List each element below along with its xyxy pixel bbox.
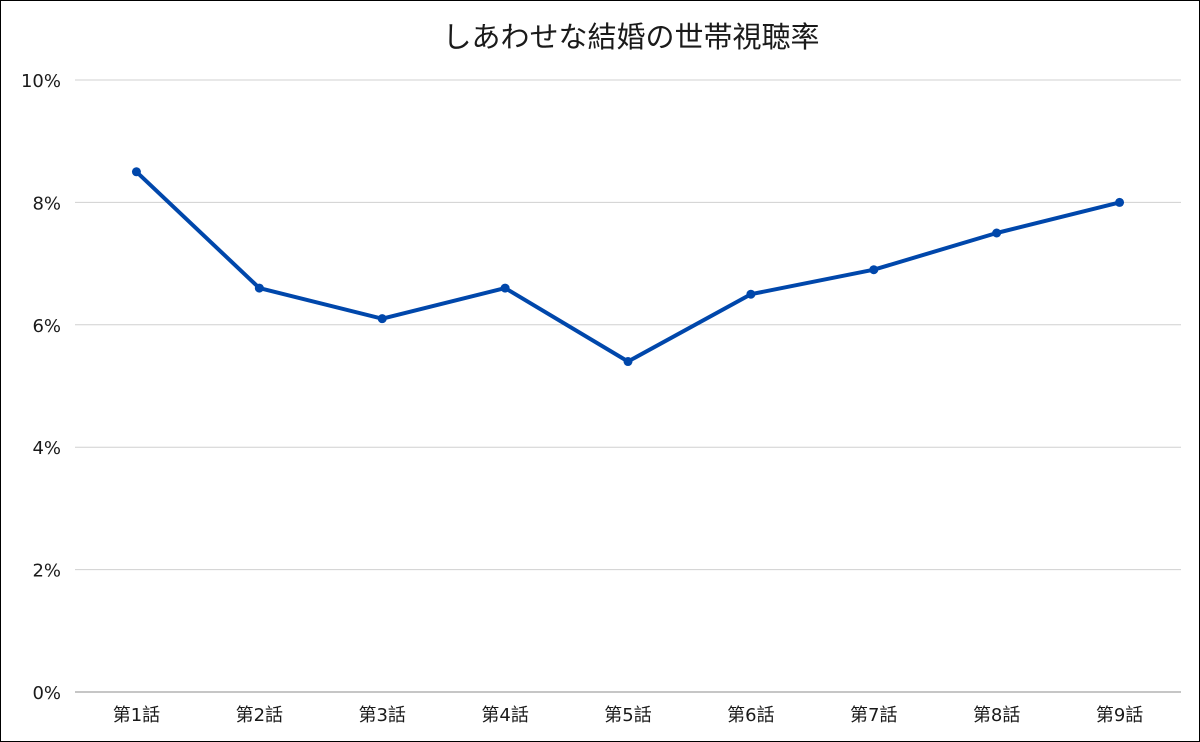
x-tick-label: 第4話	[481, 705, 528, 726]
y-tick-label: 10%	[21, 71, 61, 92]
x-tick-label: 第5話	[604, 705, 651, 726]
x-tick-label: 第8話	[973, 705, 1020, 726]
data-point	[992, 228, 1002, 238]
x-tick-label: 第9話	[1096, 705, 1143, 726]
x-tick-label: 第3話	[358, 705, 405, 726]
series-layer	[131, 167, 1125, 367]
chart-title: しあわせな結婚の世帯視聴率	[442, 20, 819, 54]
data-point	[131, 167, 141, 177]
gridlines	[75, 79, 1181, 693]
y-tick-label: 0%	[32, 683, 61, 704]
y-tick-label: 2%	[32, 561, 61, 582]
x-tick-label: 第6話	[727, 705, 774, 726]
x-axis-ticks: 第1話 第2話 第3話 第4話 第5話 第6話 第7話 第8話 第9話	[113, 705, 1144, 726]
y-tick-label: 6%	[32, 316, 61, 337]
data-point	[1115, 197, 1125, 207]
x-tick-label: 第2話	[236, 705, 283, 726]
data-point	[746, 289, 756, 299]
x-tick-label: 第1話	[113, 705, 160, 726]
y-tick-label: 8%	[32, 193, 61, 214]
data-point	[869, 265, 879, 275]
data-point	[254, 283, 264, 293]
x-tick-label: 第7話	[850, 705, 897, 726]
data-point	[623, 357, 633, 367]
data-point	[500, 283, 510, 293]
y-axis-ticks: 0% 2% 4% 6% 8% 10%	[21, 71, 61, 704]
y-tick-label: 4%	[32, 438, 61, 459]
data-point	[377, 314, 387, 324]
series-line	[134, 169, 1122, 364]
